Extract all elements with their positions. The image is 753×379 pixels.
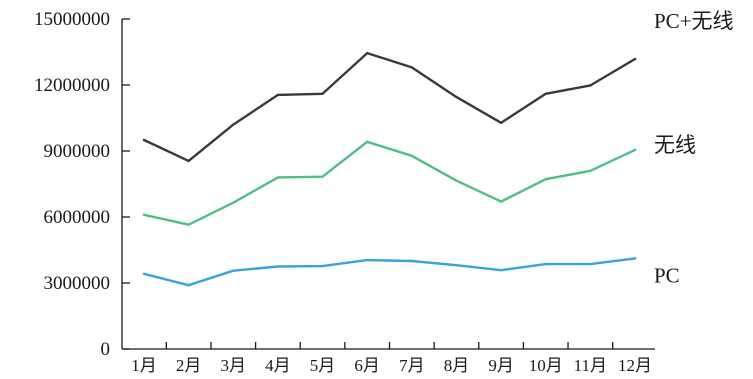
series-label: PC+无线: [654, 9, 734, 33]
data-point: [544, 262, 547, 266]
data-point: [365, 258, 369, 262]
x-tick-label: 9月: [488, 356, 514, 375]
x-tick-label: 10月: [529, 356, 563, 375]
series-line-2: [142, 257, 637, 287]
data-point: [142, 138, 146, 142]
x-tick-label: 3月: [221, 356, 247, 375]
series-label: 无线: [654, 133, 696, 157]
series-line-1: [142, 140, 637, 226]
data-point: [232, 123, 235, 126]
data-point: [589, 169, 592, 172]
x-tick-label: 8月: [444, 356, 470, 375]
data-point: [142, 272, 146, 275]
data-point: [544, 177, 547, 181]
x-tick-label: 6月: [354, 356, 380, 375]
data-point: [276, 93, 280, 97]
data-point: [589, 262, 592, 266]
data-point: [589, 84, 592, 87]
x-tick-label: 1月: [131, 356, 157, 375]
x-tick-label: 12月: [618, 356, 652, 375]
data-point: [410, 154, 414, 158]
x-tick-label: 2月: [176, 356, 202, 375]
data-point: [321, 264, 324, 268]
data-point: [410, 259, 414, 263]
x-tick-label: 5月: [310, 356, 336, 375]
data-point: [633, 148, 637, 152]
axes: [121, 19, 655, 350]
data-point: [633, 257, 637, 260]
x-tick-label: 7月: [399, 356, 425, 375]
data-point: [455, 179, 458, 182]
data-point: [187, 223, 190, 226]
series-label: PC: [654, 263, 680, 287]
data-point: [232, 201, 235, 204]
y-axis-ticks: 0 3000000 6000000 9000000 12000000 15000000: [34, 9, 130, 360]
data-point: [142, 213, 146, 216]
y-tick-label: 15000000: [34, 9, 110, 30]
data-point: [365, 140, 369, 143]
data-point: [544, 92, 547, 96]
data-point: [499, 200, 503, 203]
x-tick-label: 4月: [265, 356, 291, 375]
data-point: [187, 159, 190, 163]
data-point: [410, 66, 414, 69]
data-point: [365, 51, 369, 55]
y-tick-label: 12000000: [34, 75, 110, 96]
data-point: [321, 175, 324, 178]
x-tick-label: 11月: [574, 356, 607, 375]
data-point: [633, 57, 637, 61]
y-tick-label: 9000000: [44, 141, 111, 162]
data-point: [232, 269, 235, 272]
series-line-0: [142, 51, 637, 163]
data-point: [321, 92, 324, 96]
data-point: [276, 176, 280, 179]
data-point: [276, 265, 280, 268]
data-point: [455, 263, 458, 267]
series-lines: [142, 51, 637, 287]
y-tick-label: 6000000: [44, 207, 111, 228]
data-point: [455, 95, 458, 99]
y-tick-label: 0: [101, 339, 111, 360]
y-tick-label: 3000000: [44, 273, 111, 294]
data-point: [499, 121, 503, 125]
data-point: [499, 269, 503, 272]
x-axis-ticks: 1月 2月 3月 4月 5月 6月 7月 8月 9月 10月 11月 12月: [131, 342, 652, 375]
data-point: [187, 284, 190, 287]
